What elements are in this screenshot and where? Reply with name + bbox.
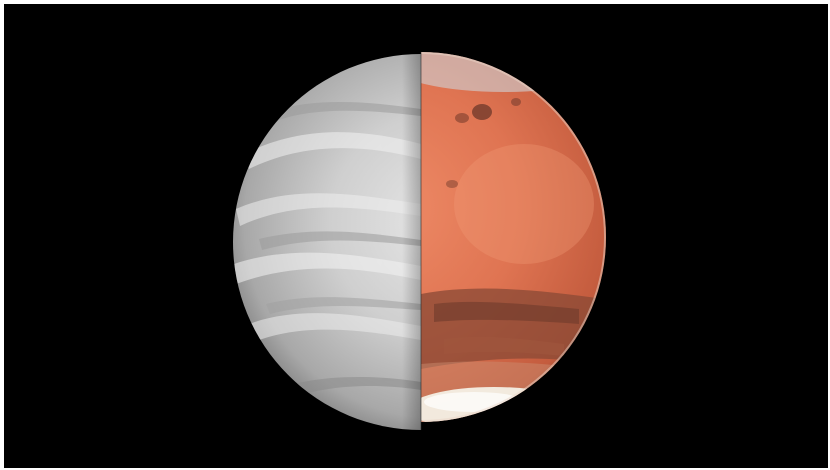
image-frame (4, 4, 828, 468)
planet-composite-image (233, 52, 606, 430)
venus-half (233, 54, 421, 430)
